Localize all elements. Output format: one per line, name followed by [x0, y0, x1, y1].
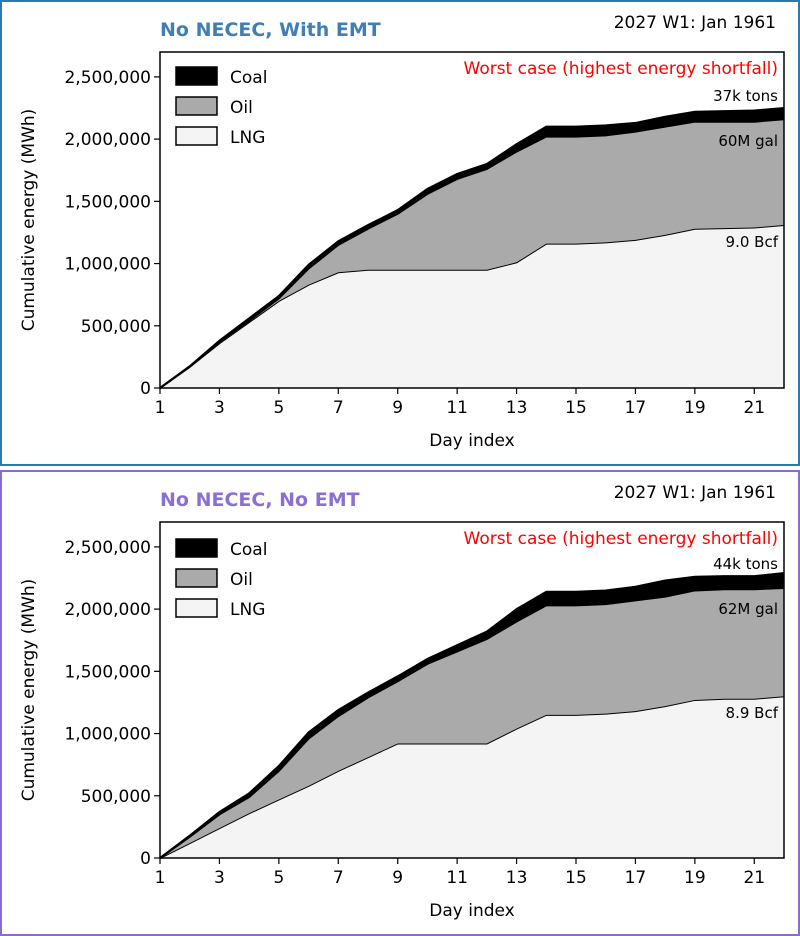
chart-subtitle: 2027 W1: Jan 1961	[614, 483, 776, 503]
x-tick-label: 19	[684, 868, 706, 888]
lng-end-label: 9.0 Bcf	[726, 233, 779, 251]
x-tick-label: 13	[506, 868, 528, 888]
x-tick-label: 5	[273, 398, 284, 418]
x-tick-label: 17	[625, 398, 647, 418]
x-tick-label: 21	[743, 868, 765, 888]
x-tick-label: 13	[506, 398, 528, 418]
x-tick-label: 19	[684, 398, 706, 418]
plot-area: 0 500,000 1,000,000 1,500,000 2,000,000 2,500…	[64, 51, 785, 418]
y-tick-label: 2,500,000	[64, 68, 151, 88]
y-tick-label: 2,000,000	[64, 600, 151, 620]
chart-svg: No NECEC, No EMT 2027 W1: Jan 1961 0 500,…	[19, 483, 785, 921]
x-axis-label: Day index	[429, 901, 514, 921]
y-tick-label: 500,000	[81, 317, 151, 337]
legend-swatch-oil	[175, 96, 218, 116]
y-axis-label: Cumulative energy (MWh)	[19, 109, 39, 332]
plot-area: 0 500,000 1,000,000 1,500,000 2,000,000 2,500…	[64, 521, 785, 888]
y-tick-label: 0	[140, 849, 151, 869]
y-axis-label: Cumulative energy (MWh)	[19, 579, 39, 802]
legend-label-oil: Oil	[230, 98, 253, 118]
y-tick-label: 0	[140, 379, 151, 399]
x-tick-label: 3	[214, 868, 225, 888]
legend-label-coal: Coal	[230, 540, 267, 560]
worst-case-annotation: Worst case (highest energy shortfall)	[464, 59, 779, 79]
x-tick-label: 1	[155, 398, 166, 418]
x-tick-label: 9	[392, 868, 403, 888]
legend-swatch-lng	[175, 598, 218, 618]
legend-swatch-coal	[175, 538, 218, 558]
legend-label-coal: Coal	[230, 68, 267, 88]
x-tick-label: 7	[333, 398, 344, 418]
x-tick-label: 1	[155, 868, 166, 888]
x-axis-label: Day index	[429, 431, 514, 451]
legend: Coal Oil LNG	[175, 538, 267, 620]
chart-subtitle: 2027 W1: Jan 1961	[614, 13, 776, 33]
y-tick-label: 1,000,000	[64, 255, 151, 275]
y-tick-label: 1,500,000	[64, 192, 151, 212]
coal-end-label: 37k tons	[713, 87, 778, 105]
legend-swatch-oil	[175, 568, 218, 588]
oil-end-label: 62M gal	[718, 600, 778, 618]
chart-title: No NECEC, No EMT	[160, 489, 360, 511]
legend-label-lng: LNG	[230, 600, 265, 620]
x-tick-label: 5	[273, 868, 284, 888]
chart-panel-with-emt: No NECEC, With EMT 2027 W1: Jan 1961 0 50…	[0, 0, 800, 466]
worst-case-annotation: Worst case (highest energy shortfall)	[464, 529, 779, 549]
x-tick-label: 15	[565, 868, 587, 888]
x-tick-label: 21	[743, 398, 765, 418]
y-tick-label: 500,000	[81, 787, 151, 807]
chart-panel-no-emt: No NECEC, No EMT 2027 W1: Jan 1961 0 500,…	[0, 470, 800, 936]
legend-label-lng: LNG	[230, 128, 265, 148]
x-tick-label: 9	[392, 398, 403, 418]
legend-swatch-coal	[175, 66, 218, 86]
oil-area	[160, 119, 784, 388]
coal-top-line	[159, 107, 785, 389]
oil-area	[160, 587, 784, 858]
oil-end-label: 60M gal	[718, 132, 778, 150]
y-tick-label: 2,000,000	[64, 130, 151, 150]
y-tick-label: 1,000,000	[64, 725, 151, 745]
coal-end-label: 44k tons	[713, 555, 778, 573]
y-tick-label: 1,500,000	[64, 662, 151, 682]
chart-title: No NECEC, With EMT	[160, 19, 381, 41]
plot-frame	[159, 51, 785, 389]
legend-swatch-lng	[175, 126, 218, 146]
lng-area	[160, 224, 784, 388]
x-tick-label: 17	[625, 868, 647, 888]
chart-svg: No NECEC, With EMT 2027 W1: Jan 1961 0 50…	[19, 13, 785, 451]
x-tick-label: 7	[333, 868, 344, 888]
x-tick-label: 3	[214, 398, 225, 418]
lng-area	[160, 696, 784, 858]
lng-end-label: 8.9 Bcf	[726, 704, 779, 722]
plot-frame	[159, 521, 785, 859]
x-tick-label: 11	[446, 868, 468, 888]
legend-label-oil: Oil	[230, 570, 253, 590]
x-tick-label: 11	[446, 398, 468, 418]
y-tick-label: 2,500,000	[64, 538, 151, 558]
legend: Coal Oil LNG	[175, 66, 267, 148]
coal-top-line	[159, 572, 785, 859]
x-tick-label: 15	[565, 398, 587, 418]
